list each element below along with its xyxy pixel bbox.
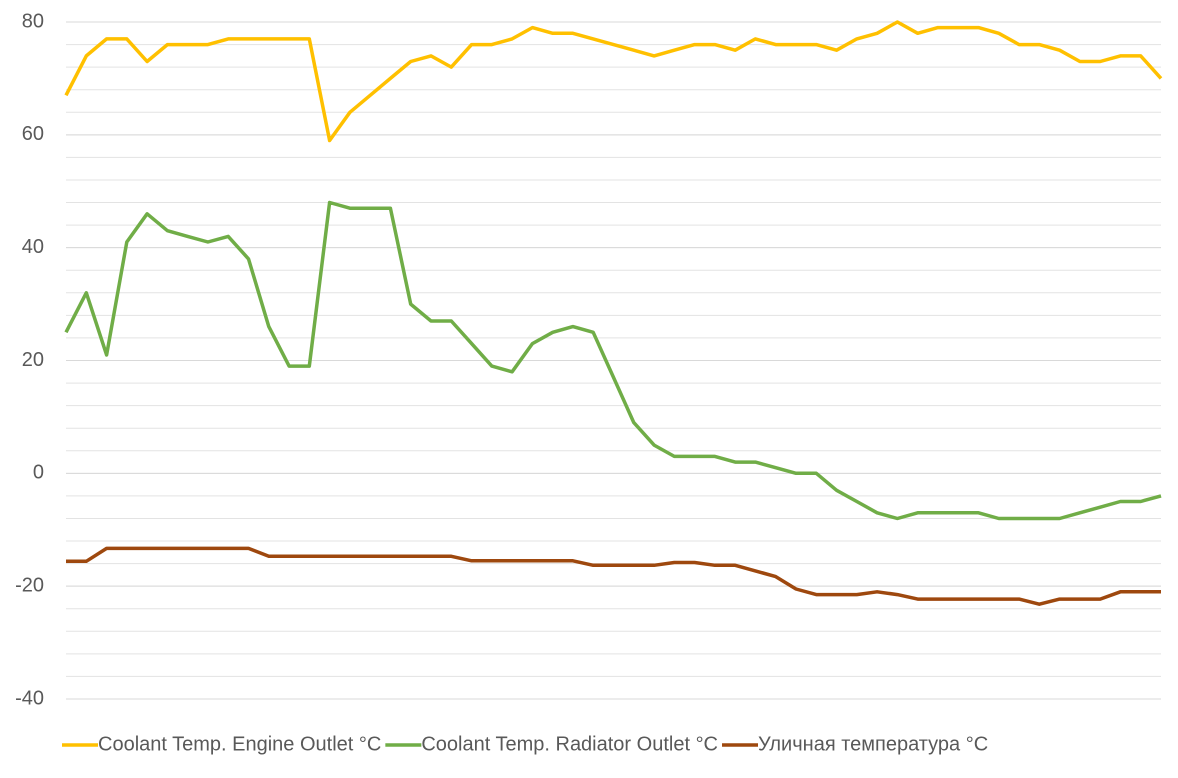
y-tick-label: 80 [22, 10, 44, 32]
y-tick-label: -40 [15, 687, 44, 709]
y-tick-label: 20 [22, 349, 44, 371]
legend-label: Coolant Temp. Engine Outlet °C [98, 733, 381, 755]
legend-label: Уличная температура °C [758, 733, 988, 755]
series-line [64, 20, 1163, 143]
legend-label: Coolant Temp. Radiator Outlet °C [421, 733, 718, 755]
y-tick-label: 0 [33, 462, 44, 484]
y-tick-label: 40 [22, 236, 44, 258]
y-tick-label: -20 [15, 574, 44, 596]
y-tick-label: 60 [22, 123, 44, 145]
series-line [64, 200, 1162, 521]
series-line [66, 546, 1161, 606]
